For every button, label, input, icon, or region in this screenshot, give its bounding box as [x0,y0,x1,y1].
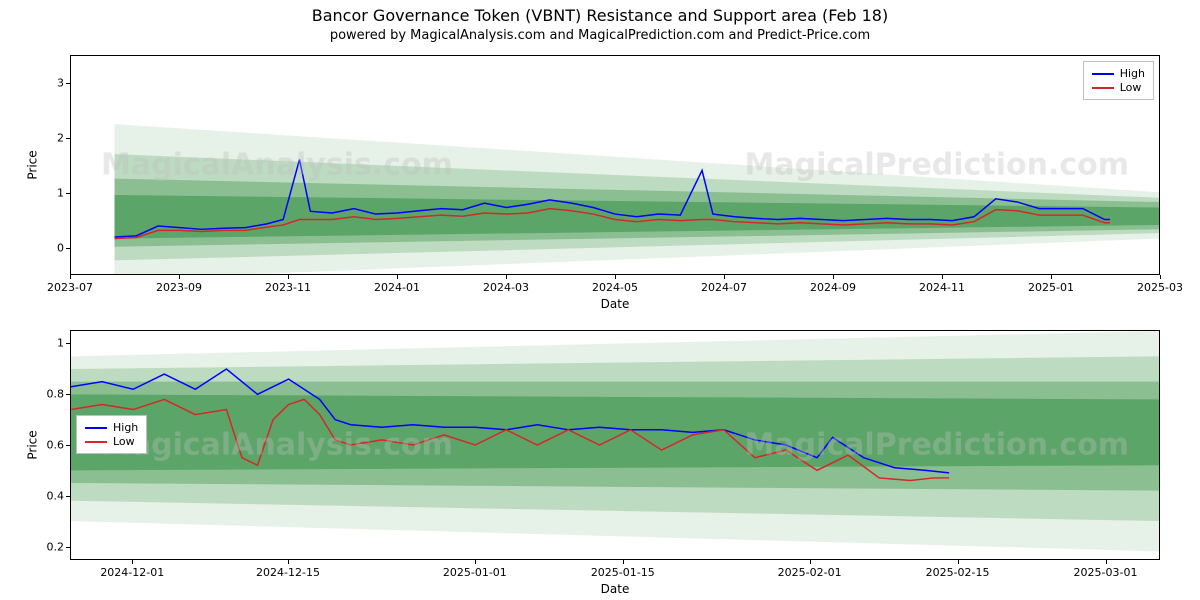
legend-label: Low [113,435,135,448]
chart-top: MagicalAnalysis.com MagicalPrediction.co… [70,55,1160,275]
chart-title: Bancor Governance Token (VBNT) Resistanc… [0,6,1200,25]
y-axis-label-top: Price [26,150,40,179]
legend-swatch [85,441,107,443]
legend-label: High [113,421,138,434]
chart-bottom: MagicalAnalysis.com MagicalPrediction.co… [70,330,1160,560]
legend-item: Low [1092,81,1145,94]
legend-label: Low [1120,81,1142,94]
plot-area-bottom: MagicalAnalysis.com MagicalPrediction.co… [70,330,1160,560]
legend-top: HighLow [1083,61,1154,100]
legend-item: Low [85,435,138,448]
legend-item: High [85,421,138,434]
legend-swatch [1092,73,1114,75]
y-axis-label-bottom: Price [26,430,40,459]
plot-area-top: MagicalAnalysis.com MagicalPrediction.co… [70,55,1160,275]
legend-label: High [1120,67,1145,80]
legend-item: High [1092,67,1145,80]
legend-swatch [85,427,107,429]
legend-swatch [1092,87,1114,89]
legend-bottom: HighLow [76,415,147,454]
chart-subtitle: powered by MagicalAnalysis.com and Magic… [0,28,1200,43]
